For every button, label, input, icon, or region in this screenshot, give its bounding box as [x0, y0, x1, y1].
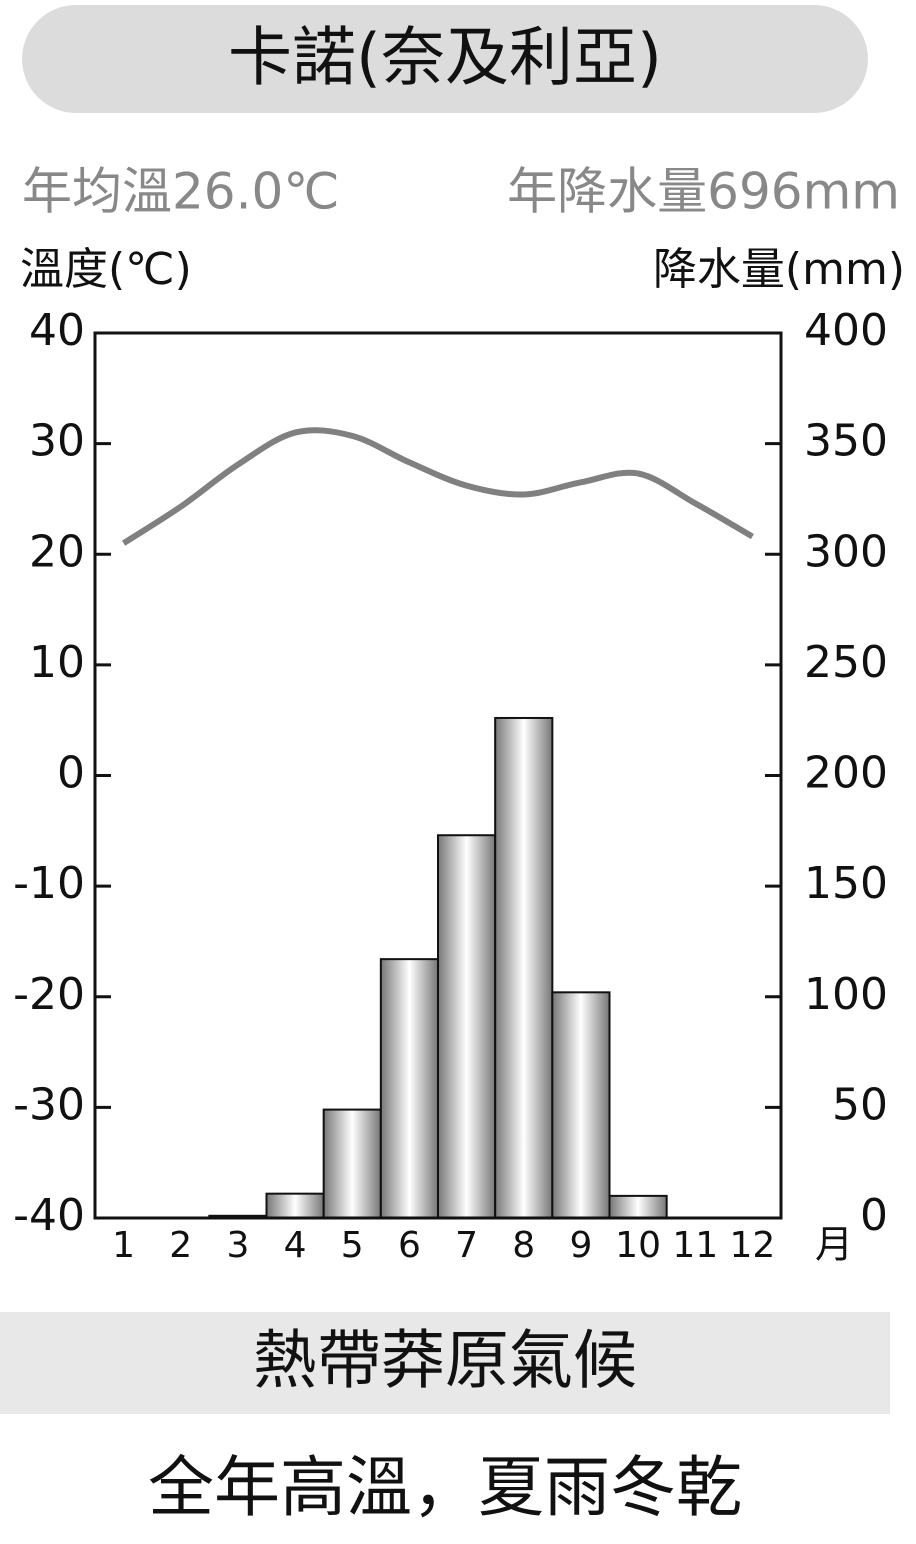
- y-tick-label: 0: [57, 748, 85, 799]
- x-tick-label: 10: [615, 1225, 661, 1266]
- x-tick-label: 5: [341, 1225, 364, 1266]
- climate-type: 熱帶莽原氣候: [253, 1325, 637, 1399]
- y2-tick-label: 0: [860, 1190, 888, 1241]
- bar: [437, 834, 497, 1219]
- y2-axis-label: 降水量(mm): [653, 244, 905, 295]
- y2-tick-label: 100: [804, 969, 888, 1020]
- climate-type-box: [0, 1312, 890, 1414]
- x-tick-label: 12: [730, 1225, 776, 1266]
- bar: [265, 1192, 325, 1219]
- y-axis-label: 溫度(℃): [20, 244, 192, 295]
- bar: [494, 716, 554, 1219]
- title-pill: [22, 5, 868, 113]
- y-tick-label: 20: [29, 526, 85, 577]
- y-tick-label: 30: [29, 416, 85, 467]
- x-tick-label: 8: [512, 1225, 535, 1266]
- chart-title: 卡諾(奈及利亞): [228, 22, 662, 96]
- bar: [322, 1108, 382, 1220]
- bar: [608, 1194, 668, 1219]
- plot-frame: [93, 331, 783, 1220]
- y2-tick-label: 200: [804, 748, 888, 799]
- y2-tick-label: 250: [804, 637, 888, 688]
- y-tick-label: -20: [13, 969, 85, 1020]
- y2-tick-label: 150: [804, 858, 888, 909]
- x-tick-label: 11: [672, 1225, 718, 1266]
- bar: [379, 958, 440, 1219]
- y2-tick-label: 300: [804, 526, 888, 577]
- annual-precipitation: 年降水量696mm: [507, 163, 900, 221]
- y2-tick-label: 400: [804, 305, 888, 356]
- y-tick-label: -30: [13, 1079, 85, 1130]
- x-tick-label: 1: [112, 1225, 135, 1266]
- y2-tick-label: 50: [832, 1079, 888, 1130]
- x-tick-label: 6: [398, 1225, 421, 1266]
- temperature-line: [121, 427, 754, 546]
- y-tick-label: -40: [13, 1190, 85, 1241]
- annual-temperature: 年均溫26.0℃: [22, 163, 339, 221]
- x-tick-label: 9: [569, 1225, 592, 1266]
- x-axis-label: 月: [815, 1223, 853, 1267]
- bar: [551, 991, 611, 1220]
- y-tick-label: 10: [29, 637, 85, 688]
- y-tick-label: 40: [29, 305, 85, 356]
- x-tick-label: 4: [284, 1225, 307, 1266]
- climate-description: 全年高溫，夏雨冬乾: [148, 1449, 742, 1526]
- x-tick-label: 7: [455, 1225, 478, 1266]
- x-tick-label: 2: [169, 1225, 192, 1266]
- y2-tick-label: 350: [804, 416, 888, 467]
- x-tick-label: 3: [226, 1225, 249, 1266]
- y-tick-label: -10: [13, 858, 85, 909]
